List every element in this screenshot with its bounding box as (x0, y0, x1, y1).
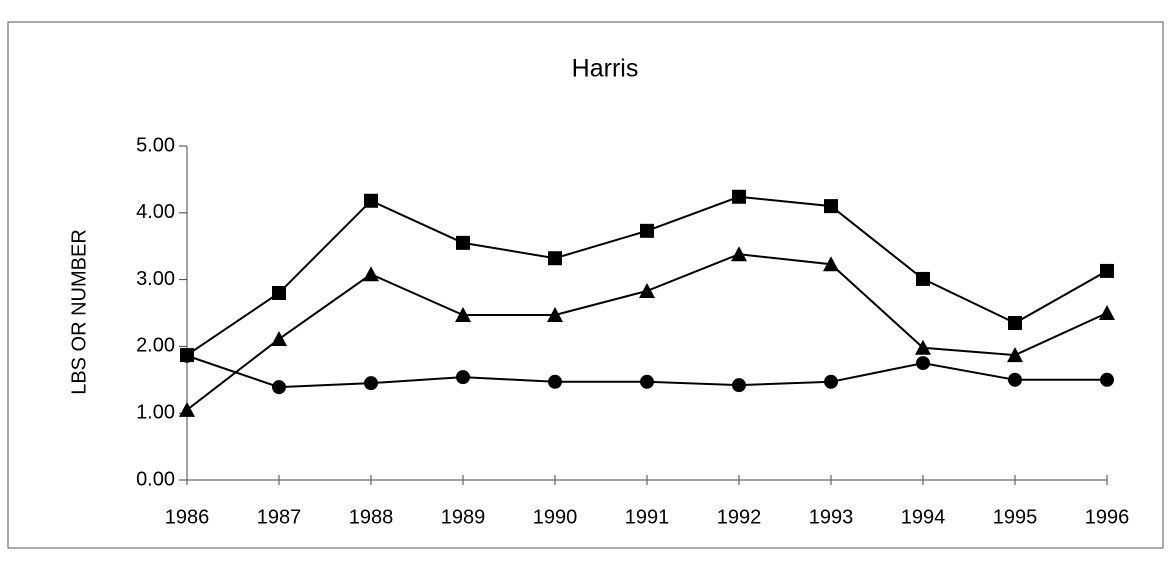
circle-marker (824, 374, 838, 389)
x-tick-label: 1994 (901, 506, 946, 528)
x-tick-label: 1993 (809, 506, 854, 528)
circle-marker (456, 370, 470, 385)
y-tick-label: 1.00 (136, 401, 175, 423)
triangle-marker (363, 266, 379, 282)
square-marker (548, 251, 562, 266)
triangle-marker (179, 401, 195, 417)
x-tick-label: 1986 (165, 506, 210, 528)
y-tick-label: 4.00 (136, 201, 175, 223)
x-tick-label: 1992 (717, 506, 762, 528)
y-axis-label: LBS OR NUMBER (68, 229, 90, 395)
y-tick-label: 0.00 (136, 468, 175, 490)
square-marker (1008, 316, 1022, 331)
triangle-marker (547, 307, 563, 323)
triangle-marker (823, 256, 839, 272)
triangle-marker (1007, 347, 1023, 363)
chart-title: Harris (572, 55, 639, 83)
x-tick-label: 1991 (625, 506, 670, 528)
triangle-marker (455, 307, 471, 323)
circle-marker (272, 380, 286, 395)
x-tick-label: 1989 (441, 506, 486, 528)
square-marker (456, 235, 470, 250)
circle-marker (1100, 372, 1114, 387)
x-tick-label: 1987 (257, 506, 302, 528)
y-tick-label: 2.00 (136, 335, 175, 357)
triangle-marker (1099, 305, 1115, 320)
square-marker (916, 271, 930, 286)
chart-border (7, 21, 1164, 549)
x-tick-label: 1995 (993, 506, 1038, 528)
y-tick-label: 5.00 (136, 134, 175, 156)
square-marker (364, 193, 378, 208)
triangle-marker (271, 331, 287, 347)
circle-marker (1008, 372, 1022, 387)
square-marker (1100, 263, 1114, 278)
triangle-marker (639, 282, 655, 298)
circle-marker (732, 378, 746, 393)
square-marker (272, 285, 286, 300)
triangle-marker (915, 339, 931, 355)
circle-marker (180, 348, 194, 363)
square-marker (732, 189, 746, 204)
y-tick-label: 3.00 (136, 268, 175, 290)
square-marker (824, 199, 838, 214)
triangle-marker (731, 246, 747, 262)
circle-marker (640, 374, 654, 389)
x-tick-label: 1988 (349, 506, 394, 528)
series-line (186, 195, 1108, 356)
x-tick-label: 1996 (1085, 506, 1130, 528)
circle-marker (548, 374, 562, 389)
circle-marker (364, 376, 378, 391)
square-marker (640, 223, 654, 238)
x-tick-label: 1990 (533, 506, 578, 528)
circle-marker (916, 356, 930, 371)
